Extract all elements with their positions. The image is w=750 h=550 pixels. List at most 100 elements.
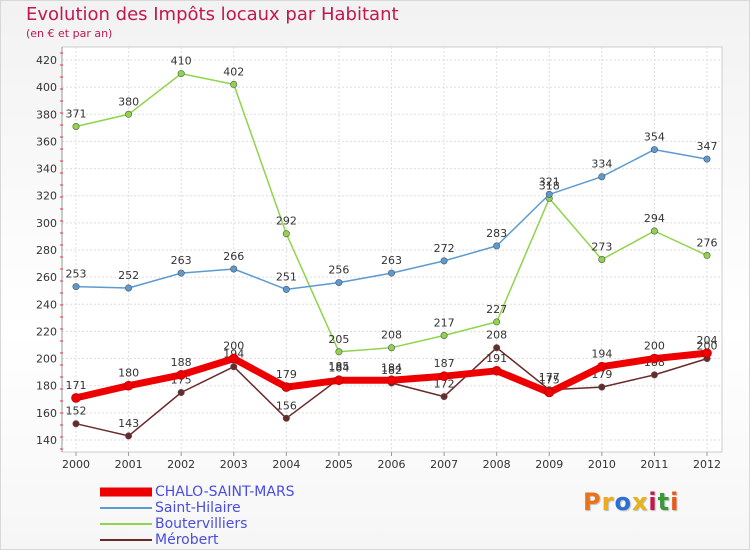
- data-point: [282, 285, 290, 293]
- y-tick-label: 420: [36, 54, 57, 67]
- data-label: 292: [276, 215, 297, 228]
- data-label: 175: [539, 374, 560, 387]
- data-label: 179: [276, 368, 297, 381]
- data-label: 143: [118, 417, 139, 430]
- data-label: 177: [539, 371, 560, 384]
- logo-letter: i: [670, 488, 680, 516]
- data-point: [598, 173, 606, 181]
- x-tick-label: 2011: [640, 458, 668, 471]
- data-label: 191: [486, 352, 507, 365]
- logo-letter: t: [657, 488, 671, 516]
- data-label: 334: [591, 158, 612, 171]
- data-label: 266: [223, 250, 244, 263]
- data-point: [703, 251, 711, 259]
- data-point: [491, 365, 502, 376]
- data-label: 204: [697, 334, 718, 347]
- legend-swatch: [100, 539, 152, 541]
- logo-letter: i: [648, 488, 658, 516]
- logo-letter: o: [614, 488, 632, 516]
- x-tick-label: 2000: [62, 458, 90, 471]
- data-point: [650, 371, 658, 379]
- data-label: 200: [644, 340, 665, 353]
- data-point: [439, 371, 449, 382]
- data-point: [597, 361, 607, 372]
- data-point: [228, 353, 239, 364]
- data-label: 182: [381, 364, 402, 377]
- data-label: 188: [171, 356, 192, 369]
- x-tick-label: 2008: [483, 458, 511, 471]
- data-point: [72, 283, 80, 291]
- logo-letter: P: [583, 488, 602, 516]
- data-point: [72, 420, 80, 428]
- data-label: 205: [328, 333, 349, 346]
- data-label: 187: [434, 357, 455, 370]
- chart-subtitle: (en € et par an): [26, 27, 113, 40]
- data-point: [387, 269, 395, 277]
- data-point: [230, 363, 238, 371]
- x-tick-label: 2007: [430, 458, 458, 471]
- y-tick-label: 140: [36, 434, 57, 447]
- data-point: [282, 230, 290, 238]
- data-point: [125, 284, 133, 292]
- y-tick-label: 360: [36, 135, 57, 148]
- data-point: [702, 348, 712, 358]
- data-label: 251: [276, 270, 297, 283]
- y-tick-label: 400: [36, 81, 57, 94]
- data-point: [334, 375, 344, 386]
- data-point: [440, 393, 448, 401]
- data-label: 276: [697, 236, 718, 249]
- data-label: 321: [539, 175, 560, 188]
- x-tick-label: 2004: [272, 458, 300, 471]
- data-label: 194: [591, 348, 612, 361]
- data-label: 380: [118, 95, 139, 108]
- data-point: [71, 393, 81, 403]
- x-tick-label: 2006: [378, 458, 406, 471]
- y-tick-label: 200: [36, 353, 57, 366]
- data-point: [440, 331, 448, 339]
- data-label: 252: [118, 269, 139, 282]
- y-tick-label: 260: [36, 271, 57, 284]
- x-tick-label: 2005: [325, 458, 353, 471]
- data-label: 253: [66, 268, 87, 281]
- y-tick-label: 300: [36, 217, 57, 230]
- data-label: 272: [434, 242, 455, 255]
- data-label: 410: [171, 55, 192, 68]
- x-tick-label: 2003: [220, 458, 248, 471]
- y-tick-label: 340: [36, 163, 57, 176]
- y-tick-label: 240: [36, 298, 57, 311]
- data-point: [493, 318, 501, 326]
- data-label: 256: [328, 264, 349, 277]
- data-point: [387, 344, 395, 352]
- y-tick-label: 380: [36, 108, 57, 121]
- data-point: [281, 382, 292, 392]
- data-label: 152: [66, 405, 87, 418]
- data-label: 200: [697, 340, 718, 353]
- data-point: [230, 265, 238, 273]
- data-point: [230, 80, 238, 88]
- x-tick-label: 2009: [535, 458, 563, 471]
- data-point: [598, 383, 606, 391]
- data-label: 294: [644, 212, 665, 225]
- x-tick-label: 2010: [588, 458, 616, 471]
- legend-swatch: [100, 523, 152, 525]
- data-label: 185: [328, 360, 349, 373]
- data-point: [493, 344, 501, 352]
- data-label: 217: [434, 317, 455, 330]
- x-tick-label: 2001: [115, 458, 143, 471]
- data-label: 156: [276, 399, 297, 412]
- data-point: [177, 388, 185, 396]
- data-point: [125, 110, 133, 118]
- data-point: [386, 375, 397, 386]
- data-point: [440, 257, 448, 265]
- y-tick-label: 160: [36, 407, 57, 420]
- data-label: 263: [171, 254, 192, 267]
- data-point: [544, 387, 555, 398]
- legend-label: Boutervilliers: [155, 516, 248, 532]
- data-point: [650, 227, 658, 235]
- data-point: [123, 380, 134, 391]
- data-label: 184: [381, 361, 402, 374]
- data-label: 371: [66, 108, 87, 121]
- data-label: 180: [118, 367, 139, 380]
- legend-swatch: [100, 487, 152, 497]
